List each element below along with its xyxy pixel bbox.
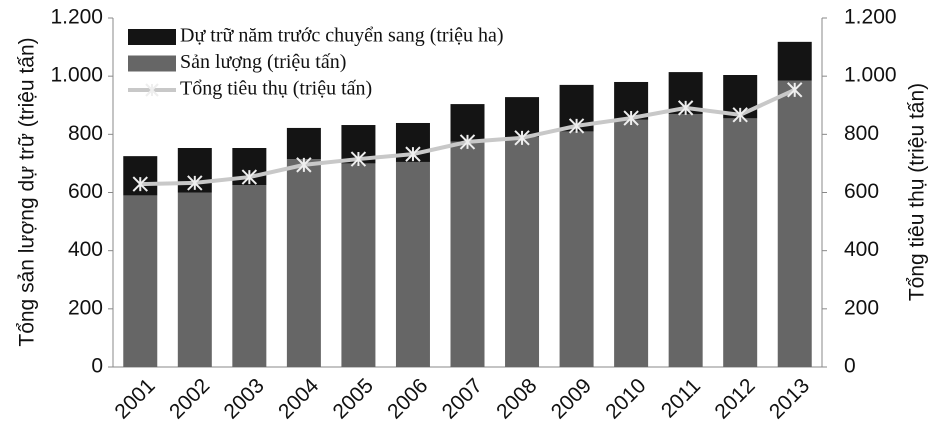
y2-tick-label: 1.200 xyxy=(844,6,897,29)
y-tick-label: 600 xyxy=(68,180,103,203)
x-tick-label: 2010 xyxy=(601,374,650,423)
y-axis-title: Tổng sản lượng dự trữ (triệu tấn) xyxy=(16,37,39,346)
x-tick-label: 2004 xyxy=(274,374,324,424)
y2-tick-label: 600 xyxy=(844,180,879,203)
legend-label: Tổng tiêu thụ (triệu tấn) xyxy=(180,78,372,100)
x-tick-label: 2002 xyxy=(165,374,214,423)
x-tick-label: 2007 xyxy=(438,374,487,423)
marker xyxy=(568,118,585,134)
x-tick-label: 2001 xyxy=(110,374,159,423)
y-tick-label: 200 xyxy=(68,296,103,319)
marker xyxy=(187,175,203,191)
bar xyxy=(777,41,812,81)
marker xyxy=(132,176,148,192)
bar xyxy=(505,97,540,138)
x-tick-label: 2008 xyxy=(492,374,541,423)
y-tick-label: 0 xyxy=(91,355,103,378)
bar xyxy=(450,141,485,367)
x-tick-label: 2011 xyxy=(657,374,705,422)
bar xyxy=(123,195,158,367)
x-tick-label: 2003 xyxy=(220,374,269,423)
bar xyxy=(286,159,321,367)
marker xyxy=(405,146,421,162)
y2-axis-title: Tổng tiêu thụ (triệu tấn) xyxy=(906,83,929,301)
marker xyxy=(514,130,530,146)
marker xyxy=(677,100,694,116)
legend-swatch xyxy=(128,29,176,45)
legend-marker xyxy=(145,83,159,97)
x-tick-label: 2006 xyxy=(383,374,432,423)
bar xyxy=(177,192,212,367)
bar xyxy=(232,185,267,367)
marker xyxy=(296,157,312,173)
bar xyxy=(559,131,594,367)
marker xyxy=(732,107,748,123)
legend-swatch xyxy=(128,55,176,72)
marker xyxy=(459,134,476,150)
marker xyxy=(787,82,803,98)
bar xyxy=(614,119,649,368)
legend-label: Sản lượng (triệu tấn) xyxy=(180,51,346,73)
y2-tick-label: 200 xyxy=(844,296,879,319)
y2-tick-label: 800 xyxy=(844,122,879,145)
bar xyxy=(286,127,321,160)
y2-tick-label: 0 xyxy=(844,355,856,378)
x-tick-label: 2012 xyxy=(710,374,759,423)
bar xyxy=(777,80,812,367)
y2-tick-label: 1.000 xyxy=(844,64,897,87)
x-tick-label: 2009 xyxy=(547,374,596,423)
bar xyxy=(723,118,758,368)
marker xyxy=(623,110,639,126)
marker xyxy=(350,151,367,167)
marker xyxy=(241,169,258,185)
y-tick-label: 1.200 xyxy=(50,6,103,29)
bar xyxy=(668,113,703,367)
bar xyxy=(341,163,376,367)
bar xyxy=(505,137,540,367)
y2-tick-label: 400 xyxy=(844,238,879,261)
legend-label: Dự trữ năm trước chuyển sang (triệu ha) xyxy=(180,25,504,47)
bar xyxy=(395,161,430,367)
y-tick-label: 400 xyxy=(68,238,103,261)
x-tick-label: 2005 xyxy=(329,374,378,423)
y-tick-label: 800 xyxy=(68,122,103,145)
x-tick-label: 2013 xyxy=(765,374,814,423)
y-tick-label: 1.000 xyxy=(50,64,103,87)
